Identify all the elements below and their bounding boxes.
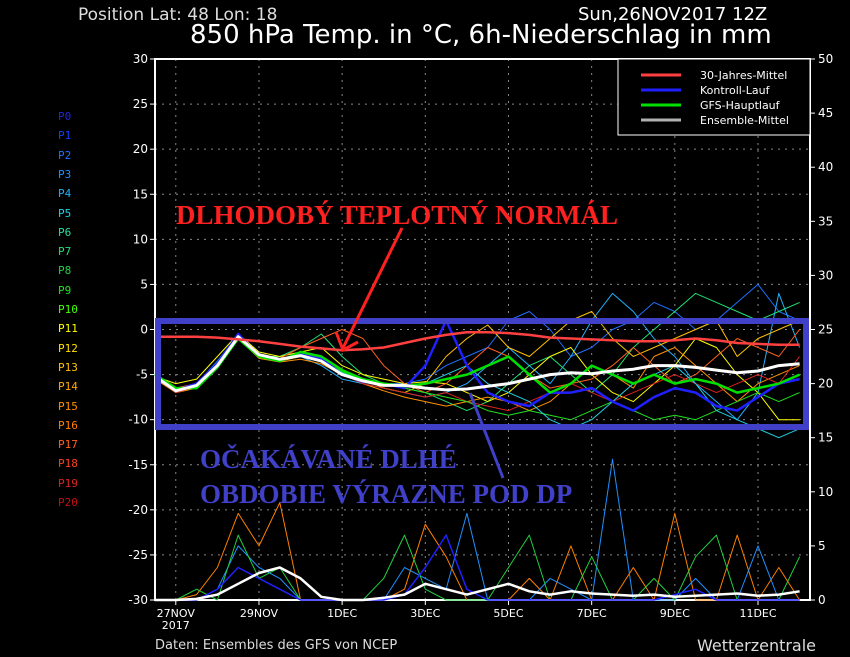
y2-tick-label: 20 [818, 377, 833, 391]
member-label-p8: P8 [58, 264, 72, 278]
member-label-p1: P1 [58, 129, 72, 143]
precip-line-p3 [155, 458, 800, 601]
normal-arrow [341, 227, 404, 349]
temp-line-main-run [154, 337, 801, 394]
legend-label: GFS-Hauptlauf [700, 99, 781, 112]
brand-label: Wetterzentrale [697, 636, 817, 655]
below-annotation-line1: OČAKÁVANÉ DLHÉ [200, 444, 457, 474]
member-label-p15: P15 [58, 399, 78, 413]
x-tick-label: 7DEC [577, 607, 607, 620]
x-tick-label: 3DEC [410, 607, 440, 620]
y-tick-label: -25 [128, 548, 148, 562]
precip-line-ensemble-mean [155, 566, 800, 602]
y2-tick-label: 35 [818, 214, 833, 228]
normal-arrow-head [334, 331, 359, 353]
y2-tick-label: 0 [818, 593, 826, 607]
normal-annotation: DLHODOBÝ TEPLOTNÝ NORMÁL [176, 200, 618, 230]
member-label-p18: P18 [58, 457, 78, 471]
y-tick-label: -20 [128, 503, 148, 517]
precip-line-control [155, 534, 800, 601]
legend-label: Ensemble-Mittel [700, 114, 789, 127]
temp-line-p11 [154, 333, 800, 421]
y-tick-label: -15 [128, 458, 148, 472]
y-tick-label: -10 [128, 413, 148, 427]
y-tick-label: 0 [140, 323, 148, 337]
y2-tick-label: 50 [818, 52, 833, 66]
member-label-p4: P4 [58, 187, 72, 201]
member-label-p11: P11 [58, 322, 78, 336]
below-annotation-line2: OBDOBIE VÝRAZNE POD DP [200, 479, 572, 509]
member-label-p7: P7 [58, 245, 72, 259]
y-tick-label: -30 [128, 593, 148, 607]
precip-line-p8 [155, 534, 801, 601]
member-label-p20: P20 [58, 496, 78, 509]
x-tick-sublabel: 2017 [162, 619, 190, 632]
x-tick-label: 29NOV [240, 607, 279, 620]
legend-label: 30-Jahres-Mittel [700, 69, 787, 82]
member-label-p14: P14 [58, 380, 78, 394]
y-tick-label: 20 [133, 142, 148, 156]
member-label-p5: P5 [58, 206, 72, 220]
y-tick-label: 30 [133, 52, 148, 66]
member-label-p0: P0 [58, 110, 72, 123]
run-date: Sun,26NOV2017 12Z [578, 4, 768, 25]
y2-tick-label: 45 [818, 106, 833, 120]
member-label-p9: P9 [58, 283, 72, 297]
member-label-p17: P17 [58, 438, 78, 452]
member-label-p3: P3 [58, 167, 72, 181]
x-tick-label: 27NOV [157, 607, 196, 620]
y2-tick-label: 25 [818, 323, 833, 337]
x-tick-label: 1DEC [327, 607, 357, 620]
member-label-p6: P6 [58, 225, 72, 239]
y2-tick-label: 5 [818, 539, 826, 553]
member-label-p12: P12 [58, 341, 78, 355]
x-tick-label: 11DEC [739, 607, 776, 620]
y-tick-label: 15 [133, 187, 148, 201]
y-tick-label: 5 [140, 277, 148, 291]
legend-label: Kontroll-Lauf [700, 84, 771, 97]
temp-line-ensemble-mean [154, 335, 800, 393]
temp-line-climate-mean [155, 330, 800, 352]
chart-title: 850 hPa Temp. in °C, 6h-Niederschlag in … [190, 20, 772, 50]
y2-tick-label: 10 [818, 485, 833, 499]
y2-tick-label: 30 [818, 268, 833, 282]
data-source: Daten: Ensembles des GFS von NCEP [155, 638, 398, 653]
member-label-p13: P13 [58, 360, 78, 374]
x-tick-label: 5DEC [493, 607, 523, 620]
member-label-p2: P2 [58, 148, 72, 162]
highlight-box [155, 318, 809, 430]
member-label-p19: P19 [58, 476, 78, 490]
x-tick-label: 9DEC [660, 607, 690, 620]
position-label: Position Lat: 48 Lon: 18 [78, 5, 278, 25]
temp-line-p15 [154, 338, 800, 412]
legend-box [617, 58, 811, 136]
member-label-p16: P16 [58, 418, 78, 432]
y2-tick-label: 40 [818, 160, 833, 174]
below-arrow [468, 392, 505, 479]
y-tick-label: 25 [133, 97, 148, 111]
y-tick-label: 10 [133, 232, 148, 246]
y-tick-label: -5 [136, 368, 148, 382]
member-label-p10: P10 [58, 303, 78, 316]
y2-tick-label: 15 [818, 431, 833, 445]
